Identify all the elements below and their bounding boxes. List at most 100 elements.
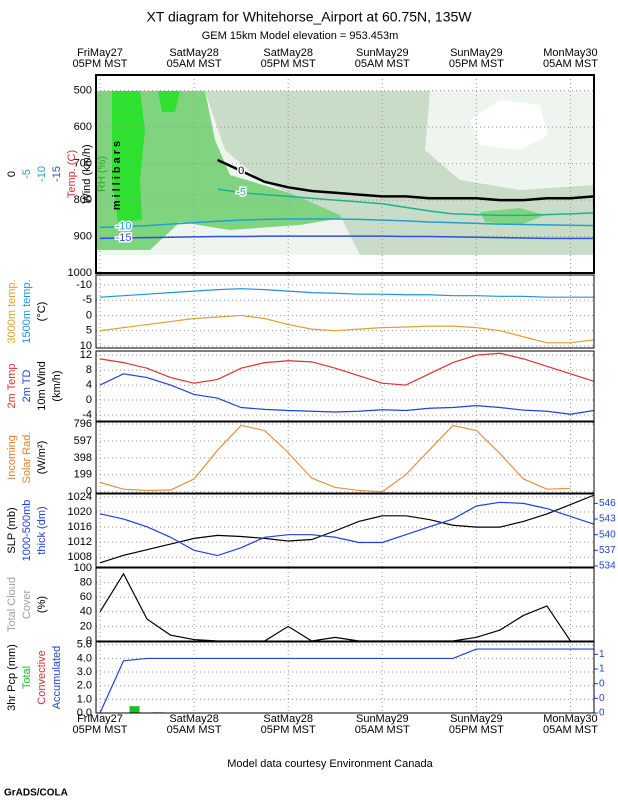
y-tick-label: 20	[80, 620, 92, 632]
y-axis-label: millibars	[111, 138, 123, 210]
y-tick-label: 0	[86, 635, 92, 647]
y-tick-label: 60	[80, 591, 92, 603]
y-tick-label: 10	[80, 340, 92, 352]
y-axis-label: 1000-500mb	[21, 500, 33, 562]
y-axis-label: Total Cloud	[6, 577, 18, 632]
contour-label: -10	[116, 221, 132, 233]
y-axis-label: Cover	[21, 589, 33, 619]
contour-label: 0	[238, 165, 244, 177]
panel-frame	[95, 641, 595, 714]
y2-tick-label: 0	[599, 708, 605, 719]
x-tick-label-bottom: SunMay29 05AM MST	[354, 713, 410, 736]
y-tick-label: 199	[74, 469, 92, 481]
x-tick-label-bottom: SatMay28 05AM MST	[166, 713, 222, 736]
y-axis-label: (°C)	[36, 302, 48, 322]
y2-tick-label: 0	[599, 678, 605, 689]
y-tick-label: 800	[74, 194, 92, 206]
contour-label: -5	[236, 187, 246, 199]
y-tick-label: -10	[76, 279, 92, 291]
panel-frame	[95, 274, 595, 349]
y-tick-label: 1020	[68, 506, 92, 518]
y-tick-label: 0	[86, 309, 92, 321]
y2-tick-label: 543	[599, 514, 616, 525]
y-tick-label: 597	[74, 435, 92, 447]
y-axis-label: -15	[51, 166, 63, 182]
contour-label: -15	[116, 232, 132, 244]
y-tick-label: 5	[86, 325, 92, 337]
rh-area	[480, 208, 545, 225]
y-axis-label: 2m TD	[21, 370, 33, 403]
rh-area	[112, 91, 145, 222]
data-line	[217, 158, 595, 202]
y-tick-label: 1024	[68, 491, 92, 503]
panel-frame	[95, 350, 595, 422]
y-axis-label: SLP (mb)	[6, 507, 18, 553]
x-tick-label-bottom: SatMay28 05PM MST	[260, 713, 316, 736]
y-axis-label: 3000m temp.	[6, 279, 18, 343]
data-line	[99, 648, 594, 714]
data-line	[99, 373, 595, 415]
y-axis-label: -10	[36, 166, 48, 182]
y-tick-label: 1.0	[77, 693, 92, 705]
y-tick-label: 1016	[68, 521, 92, 533]
rh-shading	[96, 91, 594, 255]
rh-area	[96, 91, 360, 250]
x-tick-label-top: SunMay29 05PM MST	[448, 47, 504, 70]
panel-frame	[95, 493, 595, 568]
y2-tick-label: 0	[599, 693, 605, 704]
panel-frame	[95, 421, 595, 494]
y-axis-label: Accumulated	[51, 646, 63, 710]
y-tick-label: 398	[74, 452, 92, 464]
y-axis-label: Temp. (C)	[66, 150, 78, 198]
data-line	[99, 501, 595, 557]
y-tick-label: 40	[80, 606, 92, 618]
data-line	[99, 235, 594, 240]
y-tick-label: 1012	[68, 536, 92, 548]
y-axis-label: Wind (km/h)	[81, 144, 93, 203]
y-axis-label: thick (dm)	[36, 506, 48, 554]
y-axis-label: Incoming	[6, 435, 18, 480]
x-tick-label-bottom: MonMay30 05AM MST	[542, 713, 598, 736]
x-tick-label-bottom: FriMay27 05PM MST	[72, 713, 128, 736]
rh-clear	[470, 100, 548, 150]
y-tick-label: 600	[74, 121, 92, 133]
panel-frame	[95, 567, 595, 642]
x-tick-label-top: SatMay28 05AM MST	[166, 47, 222, 70]
y-axis-label: Convective	[36, 650, 48, 704]
x-tick-label-top: FriMay27 05PM MST	[72, 47, 128, 70]
y-tick-label: 500	[74, 85, 92, 97]
y-tick-label: 0	[86, 394, 92, 406]
y-tick-label: 5.0	[77, 639, 92, 651]
data-line	[99, 352, 595, 386]
data-line	[99, 494, 595, 564]
y-tick-label: 100	[74, 562, 92, 574]
y-tick-label: 4	[86, 379, 92, 391]
y-axis-label: (%)	[36, 596, 48, 613]
y-tick-label: 80	[80, 577, 92, 589]
y-axis-label: (km/h)	[51, 370, 63, 401]
y-tick-label: 12	[80, 349, 92, 361]
y-axis-label: 0	[6, 171, 18, 177]
x-tick-label-bottom: SunMay29 05PM MST	[448, 713, 504, 736]
y-tick-label: 0.0	[77, 707, 92, 719]
y-axis-label: 10m Wind	[36, 361, 48, 411]
data-line	[99, 572, 571, 642]
y-tick-label: 2.0	[77, 680, 92, 692]
y-tick-label: 3.0	[77, 666, 92, 678]
y-tick-label: 4.0	[77, 652, 92, 664]
x-tick-label-top: SatMay28 05PM MST	[260, 47, 316, 70]
x-tick-label-top: SunMay29 05AM MST	[354, 47, 410, 70]
bar	[129, 706, 140, 713]
y2-tick-label: 546	[599, 498, 616, 509]
y2-tick-label: 537	[599, 545, 616, 556]
y-axis-label: 3hr Pcp (mm)	[6, 644, 18, 711]
y-axis-label: (W/m²)	[36, 441, 48, 475]
y-tick-label: 700	[74, 158, 92, 170]
y-tick-label: 1000	[68, 267, 92, 279]
y-axis-label: 2m Temp	[6, 363, 18, 408]
title: XT diagram for Whitehorse_Airport at 60.…	[146, 9, 472, 25]
data-line	[99, 424, 571, 493]
y-tick-label: 796	[74, 418, 92, 430]
data-line	[217, 188, 595, 217]
